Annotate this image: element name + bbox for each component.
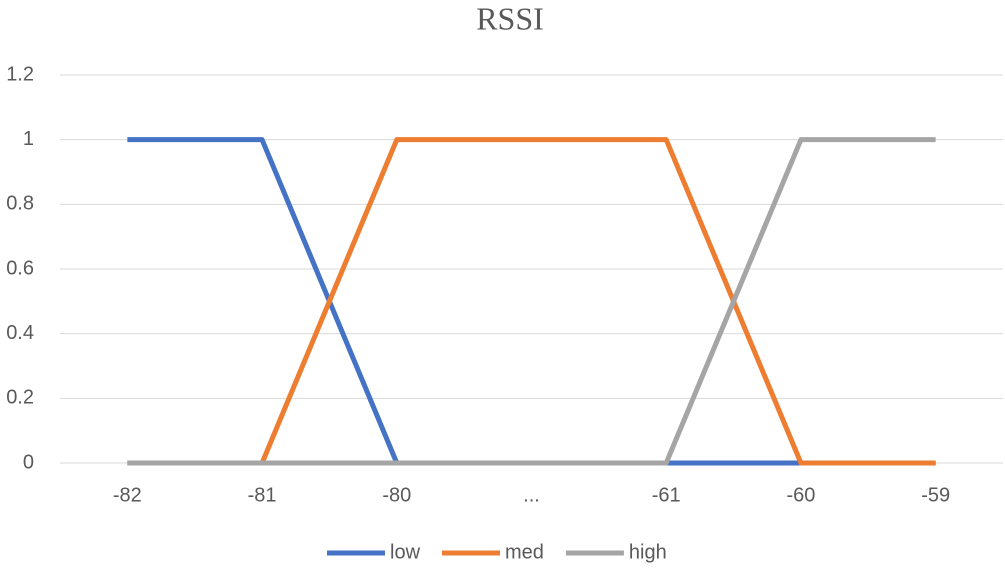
x-tick-label: -60 bbox=[786, 484, 815, 506]
y-tick-label: 1 bbox=[23, 128, 34, 150]
y-tick-label: 0.2 bbox=[6, 387, 34, 409]
x-tick-label: -59 bbox=[921, 484, 950, 506]
legend-label: low bbox=[390, 541, 421, 563]
chart-title: RSSI bbox=[476, 0, 544, 36]
x-tick-label: -61 bbox=[652, 484, 681, 506]
x-tick-label: -81 bbox=[248, 484, 277, 506]
series-line bbox=[127, 137, 936, 466]
series-line bbox=[127, 137, 936, 466]
y-tick-label: 0.4 bbox=[6, 322, 34, 344]
y-tick-label: 0 bbox=[23, 451, 34, 473]
legend-label: med bbox=[505, 541, 544, 563]
legend-label: high bbox=[629, 541, 667, 563]
x-tick-label: -80 bbox=[382, 484, 411, 506]
x-tick-label: ... bbox=[523, 484, 540, 506]
x-tick-label: -82 bbox=[113, 484, 142, 506]
y-tick-label: 0.6 bbox=[6, 257, 34, 279]
series-line bbox=[127, 137, 936, 466]
y-tick-label: 1.2 bbox=[6, 63, 34, 85]
y-tick-label: 0.8 bbox=[6, 193, 34, 215]
